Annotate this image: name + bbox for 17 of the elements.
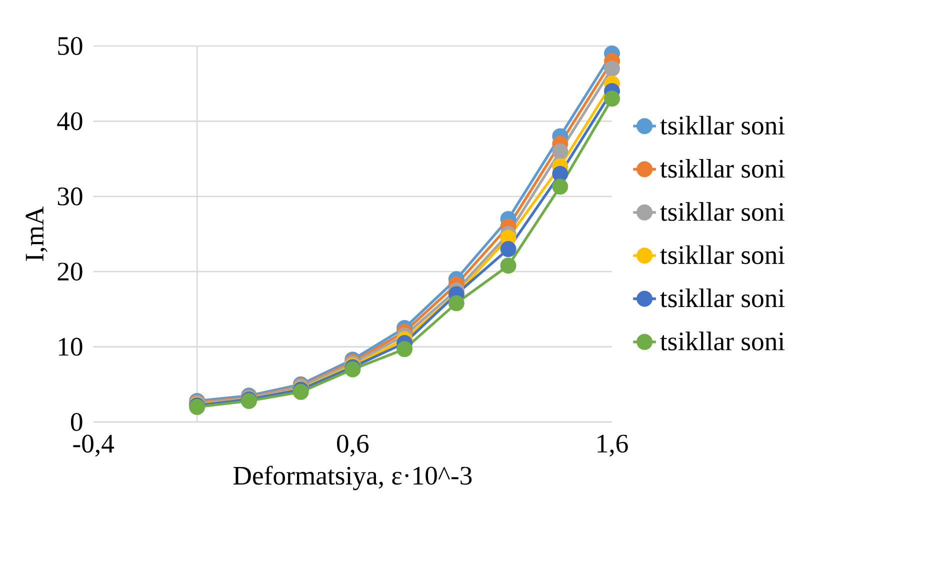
x-axis-title: Deformatsiya, ε·10^-3 [233,466,472,490]
y-tick-label: 40 [57,112,82,130]
legend-label: tsikllar soni [660,158,785,178]
x-tick-label: 1,6 [598,434,628,456]
x-tick-label: -0,4 [73,434,114,457]
y-tick-label: 50 [58,37,82,55]
y-tick-label: 20 [58,262,82,281]
y-tick-label: 10 [58,338,82,356]
y-tick-label: 0 [70,413,82,431]
legend-label: tsikllar soni [660,245,785,264]
legend-label: tsikllar soni [660,116,785,135]
legend-label: tsikllar soni [660,288,785,308]
legend-label: tsikllar soni [660,332,785,350]
y-axis-title: I,mA [26,206,48,261]
y-tick-label: 30 [58,187,82,206]
x-tick-label: 0,6 [337,434,369,457]
legend-label: tsikllar soni [660,202,785,221]
